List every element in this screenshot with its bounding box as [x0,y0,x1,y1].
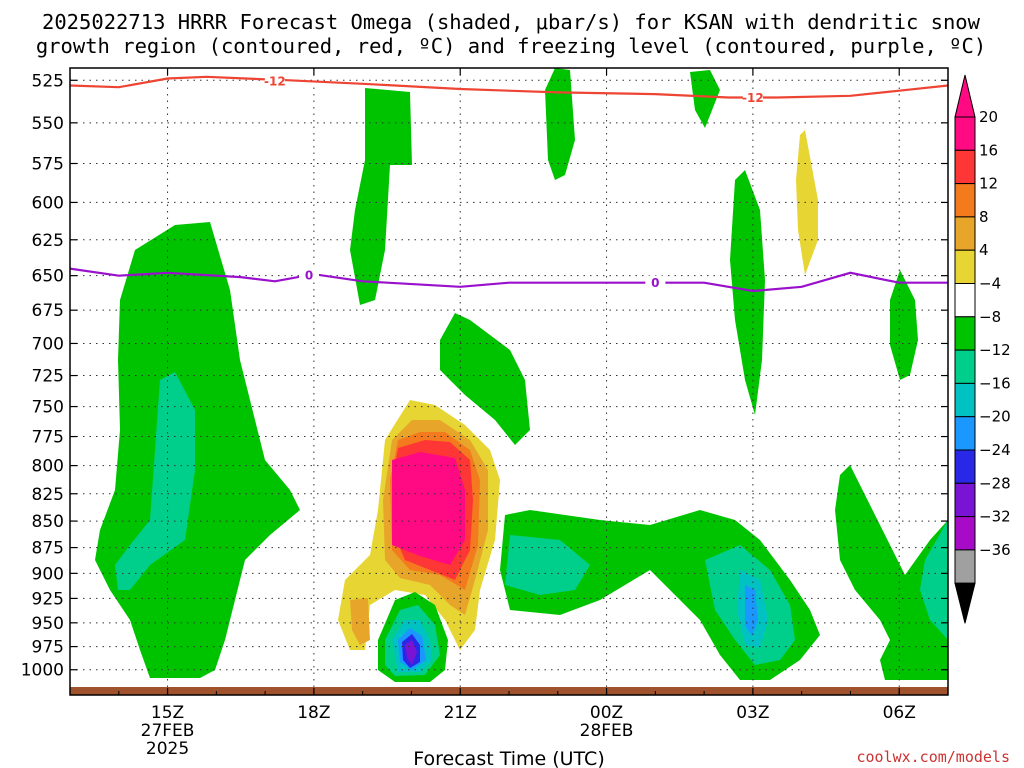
y-tick-label: 775 [32,428,64,448]
y-axis: 525 550 575 600 625 650 675 700 725 750 775 800 825 8… [21,71,948,681]
colorbar-swatch [954,249,976,284]
colorbar-swatch [954,216,976,251]
x-tick-label: 03Z [736,703,769,723]
colorbar-label: 20 [979,108,998,126]
contour-label: 0 [651,276,659,290]
contour-line-dendritic [69,75,949,99]
y-tick-label: 975 [32,638,64,658]
colorbar-bottom-triangle [954,582,976,624]
colorbar-swatch [954,183,976,218]
x-tick-label: 00Z [590,703,623,723]
x-tick-label: 18Z [297,703,330,723]
x-tick-label: 15Z [151,703,184,723]
y-tick-label: 625 [32,231,64,251]
y-tick-label: 1000 [21,661,64,681]
contour-line-freezing [69,267,948,293]
x-axis-title: Forecast Time (UTC) [413,748,604,768]
colorbar-top-triangle [954,74,976,118]
y-tick-label: 600 [32,193,64,213]
colorbar-swatch [954,549,976,584]
contour-label-bg [742,90,763,105]
y-tick-label: 900 [32,564,64,584]
colorbar-label: 4 [979,241,989,259]
y-tick-label: 675 [32,301,64,321]
colorbar-label: −36 [979,541,1011,559]
colorbar-swatch [954,482,976,518]
colorbar-label: 8 [979,208,989,226]
contour-label-bg [645,275,666,290]
y-tick-label: 575 [32,155,64,175]
contour-label: -12 [742,91,764,105]
colorbar-swatch [954,382,976,418]
y-tick-label: 700 [32,334,64,354]
chart-title-line-1: 2025022713 HRRR Forecast Omega (shaded, … [42,10,981,34]
y-tick-label: 550 [32,114,64,134]
contour-label-bg [299,267,320,282]
colorbar: 20 16 12 8 4 −4 −8 −12 −16 −20 −24 −28 −32 −36 [954,74,1011,624]
colorbar-swatch [954,516,976,551]
omega-region-green-6 [730,170,765,415]
x-tick-label: 2025 [146,739,189,759]
y-tick-label: 725 [32,367,64,387]
colorbar-swatch [954,116,976,151]
omega-region-green-3 [440,313,530,445]
omega-region-blue [745,585,758,636]
colorbar-swatch [954,449,976,484]
omega-region-green-9 [835,465,948,680]
omega-region-yellow [796,130,818,275]
y-tick-label: 950 [32,614,64,634]
omega-shading [95,68,948,682]
x-tick-label: 28FEB [580,721,634,741]
contour-label-bg [264,74,285,89]
x-tick-label: 27FEB [141,721,195,741]
contour-label: -12 [264,75,286,89]
colorbar-label: −4 [979,275,1001,293]
contour-label: 0 [305,268,313,282]
x-tick-label: 21Z [444,703,477,723]
colorbar-label: 12 [979,175,998,193]
plot-area: -12 -12 0 0 [69,67,949,696]
x-tick-label: 06Z [883,703,916,723]
y-tick-label: 925 [32,589,64,609]
colorbar-swatch [954,316,976,351]
colorbar-label: −20 [979,408,1011,426]
omega-region-yellow-3 [350,598,370,645]
y-tick-label: 850 [32,512,64,532]
omega-region-green-2 [350,88,412,305]
y-tick-label: 875 [32,539,64,559]
colorbar-label: −16 [979,374,1011,392]
gridlines [70,68,948,695]
colorbar-label: −12 [979,341,1011,359]
omega-region-teal-2 [505,535,590,595]
omega-region-teal [115,372,195,590]
colorbar-label: −28 [979,474,1011,492]
colorbar-swatch [954,349,976,384]
y-tick-label: 525 [32,71,64,91]
credit-text: coolwx.com/models [856,748,1010,766]
omega-region-green-5 [690,70,720,128]
colorbar-swatch [954,283,976,318]
y-tick-label: 800 [32,457,64,477]
colorbar-label: −32 [979,508,1011,526]
y-tick-label: 650 [32,267,64,287]
colorbar-label: −8 [979,308,1001,326]
omega-region-teal-4 [920,520,948,640]
colorbar-label: 16 [979,141,998,159]
omega-region-green-7 [890,270,918,380]
colorbar-label: −24 [979,441,1011,459]
colorbar-swatch [954,416,976,451]
colorbar-swatch [954,149,976,185]
y-tick-label: 750 [32,398,64,418]
omega-region-green-4 [545,68,575,180]
omega-region-magenta [392,452,465,565]
contour-lines: -12 -12 0 0 [69,74,949,293]
y-tick-label: 825 [32,485,64,505]
chart-title-line-2: growth region (contoured, red, ºC) and f… [36,34,986,58]
